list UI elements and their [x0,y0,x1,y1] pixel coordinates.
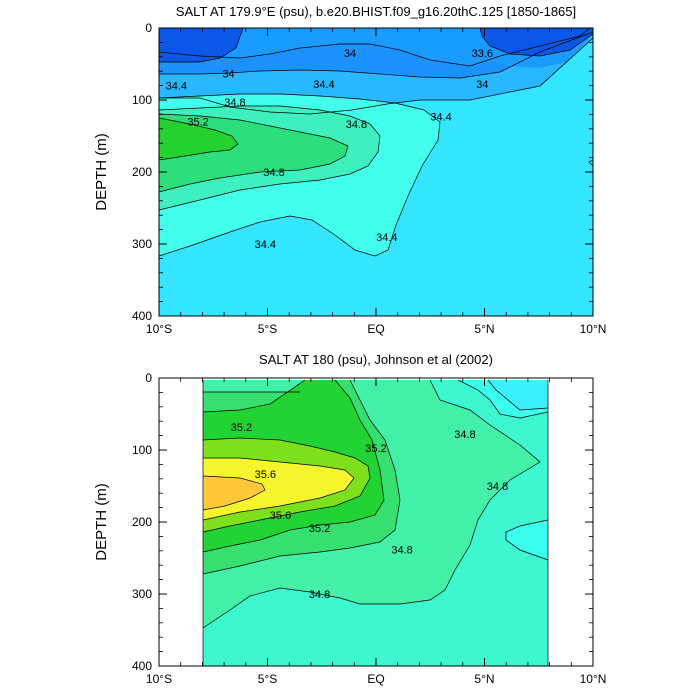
contour-line-edge [588,159,593,167]
x-tick-label: 5°S [258,322,277,336]
fill-35-8 [203,476,265,510]
y-tick-label: 300 [132,237,152,251]
x-tick-label: 5°N [474,672,494,686]
contour-line-35-4 [202,437,371,533]
contour-label: 35.6 [255,469,276,481]
contour-line-35-2 [202,379,385,553]
panel-1-contour-labels: 34 34 33.6 34 34.4 34.4 34.8 35.2 34.8 34.4 34.8 34… [166,48,493,251]
contour-label: 35.2 [309,523,330,535]
contour-label: 34.4 [313,79,334,91]
contour-label: 35.2 [365,443,386,455]
y-tick-label: 0 [145,371,152,385]
y-tick-label: 100 [132,443,152,457]
contour-label: 35.6 [270,510,291,522]
contour-line-34-8 [202,379,541,629]
y-tick-label: 300 [132,587,152,601]
x-tick-label: 10°S [146,672,172,686]
contour-line-35-6 [202,457,355,521]
contour-label: 34.4 [255,239,276,251]
x-tick-label: 5°S [258,672,277,686]
panel-2-field [203,380,548,666]
fill-35-2 [159,118,238,160]
panel-1-field [159,28,593,316]
fill-35-6 [203,458,354,520]
contour-line-34-2 [159,37,593,115]
contour-line-34-6-se [505,519,549,561]
contour-line-34-4-ne [487,379,549,411]
panel-2-ticks: 10°S 5°S EQ 5°N 10°N 0 100 200 300 400 [132,371,606,686]
contour-label: 34.8 [346,119,367,131]
contour-label: 34 [344,48,356,60]
contour-label: 34 [476,79,488,91]
y-tick-label: 200 [132,515,152,529]
contour-label: 34.4 [376,232,397,244]
panel-2-contour-lines [202,379,549,666]
contour-line-34-8 [159,105,381,211]
contour-label: 34.8 [487,481,508,493]
contour-line-33-6-west [159,28,244,63]
panel-1-ticks: 10°S 5°S EQ 5°N 10°N 0 100 200 300 400 [132,21,606,336]
fill-34-6-se [506,520,548,560]
contour-label: 35.2 [187,117,208,129]
contour-line-35-2-top [202,379,306,413]
panel-1-ylabel: DEPTH (m) [93,133,110,211]
y-tick-label: 400 [132,659,152,673]
panel-2-contour-labels: 35.2 35.2 34.8 35.6 34.8 35.6 35.2 34.8 34.8 [231,422,508,601]
panel-top: SALT AT 179.9°E (psu), b.e20.BHIST.f09_g… [93,4,606,336]
y-tick-label: 0 [145,21,152,35]
fill-33-6-west [159,28,243,62]
contour-line-34-6-ne [457,379,549,419]
x-tick-label: 10°N [580,322,607,336]
contour-label: 34.8 [263,167,284,179]
contour-line-35-8 [202,475,266,511]
panel-1-title: SALT AT 179.9°E (psu), b.e20.BHIST.f09_g… [176,4,576,19]
x-tick-label: EQ [367,672,384,686]
y-tick-label: 100 [132,93,152,107]
x-tick-label: 10°S [146,322,172,336]
contour-label: 34.8 [454,429,475,441]
panel-1-contour-lines [159,28,593,257]
panel-2-ylabel: DEPTH (m) [93,483,110,561]
contour-line-33-6-east [479,28,593,57]
x-tick-label: EQ [367,322,384,336]
y-tick-label: 200 [132,165,152,179]
contour-label: 34.8 [224,97,245,109]
x-tick-label: 5°N [474,322,494,336]
contour-label: 34.4 [166,81,187,93]
contour-line-35-0 [159,113,349,193]
contour-label: 34.8 [391,544,412,556]
panel-2-title: SALT AT 180 (psu), Johnson et al (2002) [259,352,493,367]
y-tick-label: 400 [132,309,152,323]
contour-line-35-2 [159,117,239,161]
contour-line-34-lower [159,31,593,79]
contour-label: 34 [222,68,234,80]
contour-label: 34.4 [430,112,451,124]
fill-33-6-east [480,28,593,56]
contour-line-34-4 [159,93,441,257]
contour-label: 35.2 [231,422,252,434]
contour-label: 34.8 [309,589,330,601]
contour-label: 33.6 [472,48,493,60]
contour-line-35-0 [202,379,401,575]
panel-bottom: SALT AT 180 (psu), Johnson et al (2002) [93,352,606,686]
contour-line-34-upper [159,28,591,67]
x-tick-label: 10°N [580,672,607,686]
fill-34-4-ne [488,380,548,410]
